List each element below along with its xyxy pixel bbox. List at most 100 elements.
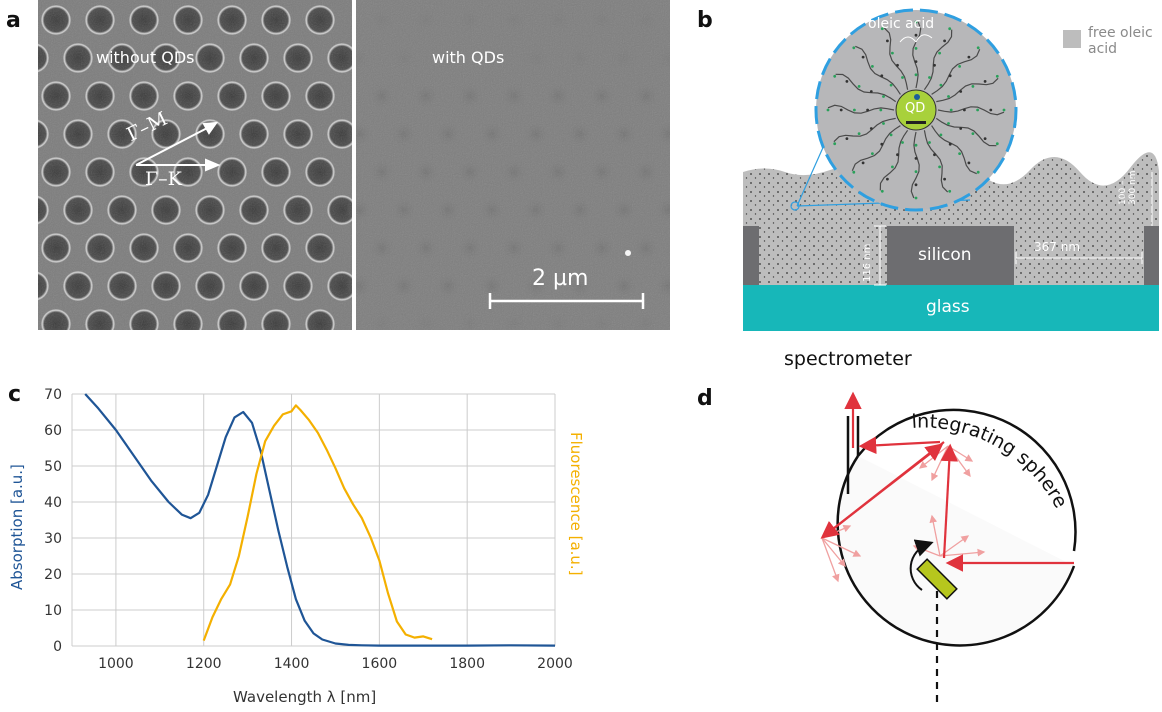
oleic-acid-chain-node — [879, 108, 883, 112]
layer-thickness-line1: 100 – — [1118, 180, 1128, 205]
oleic-acid-label: oleic acid — [868, 16, 935, 32]
oleic-acid-chain — [936, 77, 999, 103]
oleic-acid-chain-node — [1002, 108, 1006, 112]
oleic-acid-chain-node — [857, 85, 861, 88]
oleic-acid-chain-node — [869, 90, 873, 93]
oleic-acid-chain-node — [852, 46, 856, 50]
oleic-acid-chain-node — [886, 39, 889, 43]
spectrum-chart: 0 10 20 30 40 50 60 70 1000 1200 1400 1600 1800 2000 — [44, 387, 573, 672]
oleic-acid-chain-node — [861, 161, 865, 165]
oleic-acid-ligands — [826, 20, 1006, 200]
oleic-acid-chain-node — [914, 183, 918, 187]
oleic-acid-chain-node — [891, 165, 894, 169]
panel-b-letter: b — [697, 8, 713, 33]
bright-particle — [625, 250, 631, 256]
oleic-acid-chain-node — [896, 63, 899, 67]
free-oleic-acid-legend-line1: free oleic — [1088, 25, 1153, 41]
x-tick-label: 1200 — [186, 656, 222, 672]
y-tick-label: 0 — [53, 639, 62, 655]
oleic-acid-chain-node — [914, 196, 918, 200]
oleic-acid-chain-node — [839, 108, 843, 112]
quantum-dot — [895, 89, 937, 131]
wavelength-axis-label: Wavelength λ [nm] — [233, 688, 377, 706]
panel-a-letter: a — [6, 8, 21, 33]
oleic-acid-chain-node — [976, 46, 980, 50]
chart-series — [84, 393, 556, 647]
oleic-acid-chain-node — [826, 108, 830, 112]
lattice-direction-arrows — [135, 121, 221, 172]
y-tick-label: 60 — [44, 423, 62, 439]
oleic-acid-chain-node — [857, 132, 861, 136]
oleic-acid-chain-node — [971, 132, 975, 136]
x-tick-label: 1400 — [274, 656, 310, 672]
y-tick-label: 10 — [44, 603, 62, 619]
oleic-acid-chain-node — [976, 170, 980, 174]
gamma-m-arrow — [135, 124, 214, 166]
oleic-acid-chain-node — [871, 152, 874, 156]
oleic-acid-chain-node — [886, 177, 889, 181]
fluorescence-series-line — [202, 404, 433, 641]
oleic-acid-chain-node — [948, 189, 952, 193]
sphere-top-wall — [857, 408, 1077, 552]
absorption-series-line — [84, 393, 556, 647]
oleic-acid-chain-node — [914, 143, 918, 147]
oleic-acid-chain-node — [983, 137, 987, 141]
sem-image-panel — [38, 0, 670, 330]
x-tick-label: 1000 — [98, 656, 134, 672]
oleic-acid-chain-node — [896, 153, 899, 157]
qd-label: QD — [905, 101, 926, 116]
with-qds-label: with QDs — [432, 48, 505, 67]
gamma-k-label: Γ–K — [145, 168, 182, 190]
without-qds-label: without QDs — [96, 48, 195, 67]
y-tick-label: 40 — [44, 495, 62, 511]
oleic-acid-chain — [833, 117, 896, 143]
y-tick-label: 70 — [44, 387, 62, 403]
scale-bar — [488, 293, 645, 309]
quantum-dot-core — [914, 94, 920, 100]
oleic-acid-chain-node — [853, 108, 856, 112]
oleic-acid-chain-node — [967, 161, 971, 165]
oleic-acid-chain-node — [869, 127, 873, 130]
oleic-acid-chain-node — [891, 51, 894, 55]
oleic-acid-chain-node — [914, 170, 918, 174]
oleic-acid-chain-node — [963, 108, 966, 112]
oleic-acid-chain-node — [995, 74, 999, 78]
oleic-acid-chain-node — [833, 74, 837, 78]
oleic-acid-chain-node — [933, 63, 936, 67]
oleic-acid-chain-node — [882, 95, 885, 98]
oleic-acid-chain-node — [938, 165, 941, 169]
oleic-acid-chain — [835, 73, 897, 103]
x-tick-labels: 1000 1200 1400 1600 1800 2000 — [98, 656, 573, 672]
oleic-acid-chain-node — [948, 142, 952, 146]
layer-thickness-label: 100 – 300 nm — [1118, 170, 1138, 205]
oleic-acid-chain-node — [852, 170, 856, 174]
panel-c-letter: c — [8, 382, 22, 407]
oleic-acid-chain-node — [995, 142, 999, 146]
oleic-acid-chain-node — [889, 133, 893, 137]
oleic-acid-chain — [883, 27, 909, 90]
main-rays — [820, 391, 1074, 572]
panel-d-letter: d — [697, 386, 713, 411]
x-tick-label: 2000 — [537, 656, 573, 672]
oleic-acid-chain-node — [866, 108, 869, 112]
dimension-lines — [874, 172, 1153, 286]
fluorescence-axis-label: Fluorescence [a.u.] — [567, 432, 585, 576]
oleic-acid-chain-node — [989, 108, 993, 112]
oleic-acid-chain-node — [914, 20, 918, 24]
oleic-acid-chain-node — [901, 76, 904, 79]
oleic-acid-chain-node — [938, 51, 941, 55]
oleic-acid-chain — [910, 131, 920, 199]
gamma-m-arrowhead — [202, 121, 219, 135]
oleic-acid-chain-node — [889, 83, 893, 87]
oleic-acid-chain — [935, 117, 997, 147]
oleic-acid-chain-node — [928, 141, 931, 144]
oleic-acid-chain-node — [983, 80, 987, 83]
oleic-acid-chain — [851, 125, 901, 171]
oleic-acid-chain — [931, 125, 977, 175]
oleic-acid-chain-node — [882, 122, 885, 125]
quantum-dot-bar — [906, 121, 926, 124]
y-tick-label: 30 — [44, 531, 62, 547]
oleic-acid-chain-node — [901, 141, 904, 144]
oleic-acid-chain-node — [914, 73, 918, 77]
oleic-acid-chain-node — [943, 177, 946, 181]
